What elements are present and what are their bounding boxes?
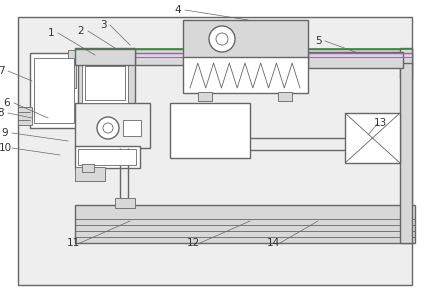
Circle shape <box>97 117 119 139</box>
Text: 7: 7 <box>0 66 4 76</box>
Bar <box>75 205 415 243</box>
Text: 8: 8 <box>0 108 4 118</box>
Bar <box>68 50 76 88</box>
Circle shape <box>216 33 228 45</box>
Bar <box>75 103 150 148</box>
Text: 14: 14 <box>266 238 280 248</box>
Text: 10: 10 <box>0 143 12 153</box>
Bar <box>75 167 105 181</box>
Text: 3: 3 <box>100 20 106 30</box>
Bar <box>345 113 400 163</box>
Text: 9: 9 <box>2 128 8 138</box>
Bar <box>115 198 135 208</box>
Bar <box>75 49 412 65</box>
Bar <box>123 120 141 136</box>
Text: 11: 11 <box>66 238 80 248</box>
Text: 5: 5 <box>315 36 321 46</box>
Bar <box>400 48 412 78</box>
Text: 6: 6 <box>4 98 10 108</box>
Bar <box>183 57 308 93</box>
Text: 12: 12 <box>186 238 200 248</box>
Text: 13: 13 <box>373 118 387 128</box>
Text: 4: 4 <box>175 5 181 15</box>
Bar <box>278 92 292 101</box>
Bar <box>18 107 32 125</box>
Bar <box>308 52 403 68</box>
Bar <box>198 92 212 101</box>
Text: 2: 2 <box>78 26 84 36</box>
Bar <box>75 49 135 65</box>
Bar <box>82 164 94 172</box>
Bar <box>170 103 250 158</box>
Bar <box>30 53 78 128</box>
Bar <box>183 20 308 58</box>
Bar <box>85 66 125 100</box>
Circle shape <box>103 123 113 133</box>
Circle shape <box>209 26 235 52</box>
Bar <box>400 63 412 243</box>
Bar <box>78 149 136 165</box>
Bar <box>34 58 74 123</box>
Bar <box>75 146 140 168</box>
Bar <box>75 48 135 128</box>
Text: 1: 1 <box>48 28 54 38</box>
Bar <box>82 63 128 103</box>
Bar <box>18 17 412 285</box>
